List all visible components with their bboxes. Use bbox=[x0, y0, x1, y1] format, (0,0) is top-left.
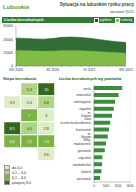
svg-text:zielonogórski: zielonogórski bbox=[73, 100, 91, 104]
html-text:4,1 – 6,0: 4,1 – 6,0 bbox=[12, 170, 26, 175]
svg-text:7.2: 7.2 bbox=[27, 140, 32, 144]
svg-text:wschowski: wschowski bbox=[77, 177, 92, 181]
svg-text:sulęciński: sulęciński bbox=[78, 156, 91, 160]
svg-text:3.6: 3.6 bbox=[44, 153, 49, 157]
svg-text:VIII 2020: VIII 2020 bbox=[9, 68, 23, 72]
svg-text:żagański: żagański bbox=[79, 107, 91, 112]
svg-text:m.GorzówWlkp.: m.GorzówWlkp. bbox=[81, 132, 92, 142]
svg-text:10000: 10000 bbox=[8, 51, 13, 55]
html-text:6,1 – 8,0: 6,1 – 8,0 bbox=[12, 175, 26, 180]
svg-text:7.4: 7.4 bbox=[44, 140, 49, 144]
svg-text:gorzowski: gorzowski bbox=[78, 149, 92, 153]
svg-text:świebodziński: świebodziński bbox=[72, 163, 91, 167]
html-text:kobiety: kobiety bbox=[120, 18, 132, 22]
html-text:Stopa bezrobocia: Stopa bezrobocia bbox=[3, 76, 37, 81]
svg-text:3.9: 3.9 bbox=[10, 101, 15, 105]
svg-text:VIII 2021: VIII 2021 bbox=[119, 68, 128, 72]
svg-text:żarski: żarski bbox=[83, 87, 91, 91]
svg-text:XII 2020: XII 2020 bbox=[46, 68, 59, 72]
svg-text:4.8: 4.8 bbox=[44, 101, 49, 105]
html-text:Lubuskie: Lubuskie bbox=[3, 4, 30, 10]
svg-text:5.3: 5.3 bbox=[27, 88, 32, 92]
svg-text:20000: 20000 bbox=[8, 38, 13, 42]
html-text:Sytuacja na lubuskim rynku pra: Sytuacja na lubuskim rynku pracy bbox=[59, 2, 134, 7]
svg-text:10: 10 bbox=[44, 88, 48, 92]
svg-text:strzelecko-drezdenecki: strzelecko-drezdenecki bbox=[60, 121, 91, 125]
svg-text:2.8: 2.8 bbox=[44, 127, 49, 131]
svg-text:7: 7 bbox=[28, 114, 30, 118]
svg-text:0: 0 bbox=[93, 184, 95, 188]
svg-text:1000: 1000 bbox=[103, 184, 110, 188]
svg-text:0: 0 bbox=[11, 64, 13, 68]
html-text:powyżej 8,0: powyżej 8,0 bbox=[12, 180, 31, 185]
svg-text:2.4: 2.4 bbox=[27, 101, 32, 105]
svg-text:8.5: 8.5 bbox=[10, 127, 15, 131]
svg-text:30000: 30000 bbox=[8, 24, 13, 28]
svg-text:3000: 3000 bbox=[127, 184, 128, 188]
svg-text:3: 3 bbox=[45, 114, 47, 118]
html-text:Liczba bezrobotnych: Liczba bezrobotnych bbox=[4, 17, 44, 22]
html-text:do 4,0: do 4,0 bbox=[12, 165, 22, 170]
svg-text:krośnieński: krośnieński bbox=[76, 128, 91, 133]
svg-text:międzyrzecki: międzyrzecki bbox=[74, 142, 92, 146]
svg-text:nowosolski: nowosolski bbox=[76, 93, 91, 97]
html-text:sierpień 2021: sierpień 2021 bbox=[110, 9, 134, 14]
html-text:ogółem: ogółem bbox=[99, 18, 112, 22]
svg-text:6.6: 6.6 bbox=[10, 140, 15, 144]
svg-text:m.ZielonaGóra: m.ZielonaGóra bbox=[81, 111, 91, 121]
svg-text:4.4: 4.4 bbox=[27, 127, 32, 131]
svg-text:słubicki: słubicki bbox=[81, 170, 91, 174]
svg-text:IV 2021: IV 2021 bbox=[83, 68, 95, 72]
html-text:Liczba bezrobotnych wg powiató: Liczba bezrobotnych wg powiatów bbox=[59, 77, 122, 81]
svg-text:2000: 2000 bbox=[115, 184, 122, 188]
